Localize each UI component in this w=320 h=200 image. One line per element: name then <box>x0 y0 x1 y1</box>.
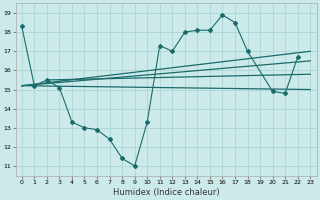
X-axis label: Humidex (Indice chaleur): Humidex (Indice chaleur) <box>113 188 219 197</box>
